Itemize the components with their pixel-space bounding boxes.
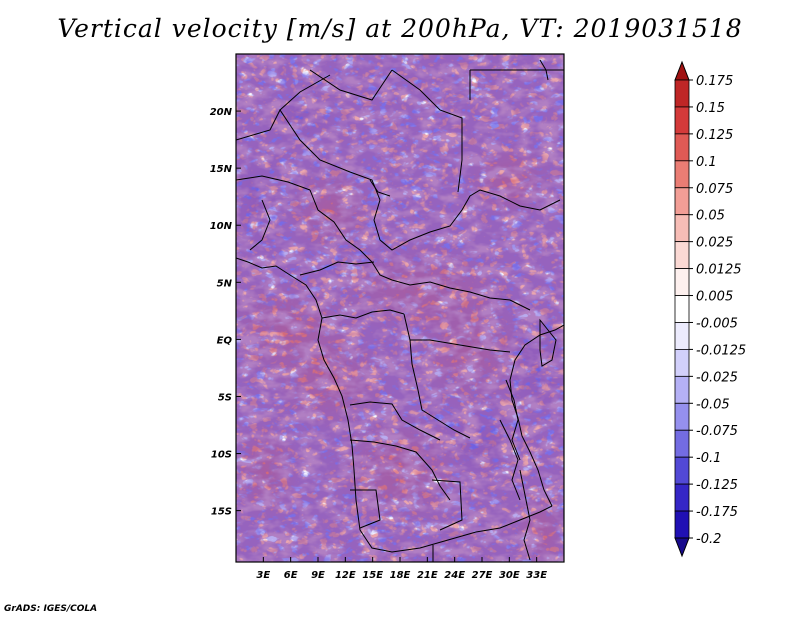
colorbar-bin-10 bbox=[674, 322, 690, 350]
x-tick-label-3E: 3E bbox=[256, 570, 270, 581]
colorbar-bin-4 bbox=[674, 160, 690, 189]
colorbar-bin-8 bbox=[674, 268, 690, 296]
colorbar-bin-16 bbox=[674, 483, 690, 512]
y-tick-label-10S: 10S bbox=[211, 450, 232, 461]
y-tick-label-10N: 10N bbox=[210, 221, 233, 232]
y-axis: 20N 15N 10N 5N EQ 5S 10S 15S bbox=[210, 107, 241, 518]
colorbar-bin-13 bbox=[674, 402, 690, 431]
colorbar-label: 0.05 bbox=[696, 209, 725, 224]
chart-title: Vertical velocity [m/s] at 200hPa, VT: 2… bbox=[57, 14, 743, 43]
y-tick-label-20N: 20N bbox=[210, 107, 233, 118]
colorbar-bin-15 bbox=[674, 456, 690, 485]
colorbar-label: 0.125 bbox=[696, 128, 733, 143]
colorbar-top-triangle bbox=[674, 60, 690, 81]
colorbar-label: -0.05 bbox=[696, 397, 730, 412]
x-tick-label-21E: 21E bbox=[417, 570, 438, 581]
colorbar-bin-14 bbox=[674, 429, 690, 458]
colorbar: 0.175 0.15 0.125 0.1 0.075 0.05 0.025 0.0125 0.0… bbox=[674, 60, 746, 558]
y-tick-label-15N: 15N bbox=[210, 164, 233, 175]
colorbar-bin-12 bbox=[674, 375, 690, 404]
y-tick-label-5S: 5S bbox=[218, 392, 232, 403]
x-tick-label-27E: 27E bbox=[472, 570, 493, 581]
x-tick-label-12E: 12E bbox=[335, 570, 356, 581]
colorbar-label: 0.025 bbox=[696, 236, 733, 251]
colorbar-label: 0.075 bbox=[696, 182, 733, 197]
colorbar-bin-7 bbox=[674, 241, 690, 269]
x-tick-label-30E: 30E bbox=[499, 570, 520, 581]
colorbar-bin-11 bbox=[674, 349, 690, 377]
x-tick-label-9E: 9E bbox=[311, 570, 325, 581]
colorbar-bin-6 bbox=[674, 214, 690, 243]
colorbar-label: -0.0125 bbox=[696, 343, 746, 358]
colorbar-bin-17 bbox=[674, 510, 690, 539]
colorbar-label: -0.1 bbox=[696, 451, 721, 466]
colorbar-bin-3 bbox=[674, 133, 690, 162]
velocity-field bbox=[236, 54, 564, 562]
x-tick-label-24E: 24E bbox=[444, 570, 465, 581]
grads-credit: GrADS: IGES/COLA bbox=[4, 604, 98, 614]
colorbar-label: -0.075 bbox=[696, 424, 738, 439]
colorbar-bin-5 bbox=[674, 187, 690, 216]
colorbar-label: 0.005 bbox=[696, 290, 733, 305]
colorbar-label: -0.005 bbox=[696, 316, 738, 331]
y-tick-label-5N: 5N bbox=[217, 278, 233, 289]
colorbar-bottom-triangle bbox=[674, 537, 690, 558]
colorbar-label: 0.1 bbox=[696, 155, 717, 170]
x-tick-label-33E: 33E bbox=[526, 570, 547, 581]
colorbar-label: -0.025 bbox=[696, 370, 738, 385]
colorbar-label: -0.175 bbox=[696, 505, 738, 520]
colorbar-label: 0.0125 bbox=[696, 263, 742, 278]
colorbar-bin-2 bbox=[674, 106, 690, 135]
colorbar-label: -0.2 bbox=[696, 532, 721, 547]
colorbar-bin-9 bbox=[674, 295, 690, 323]
country-borders bbox=[236, 59, 564, 562]
colorbar-label: -0.125 bbox=[696, 478, 738, 493]
x-tick-label-6E: 6E bbox=[284, 570, 298, 581]
y-tick-label-EQ: EQ bbox=[217, 335, 233, 346]
y-tick-label-15S: 15S bbox=[211, 507, 232, 518]
x-tick-label-18E: 18E bbox=[390, 570, 411, 581]
colorbar-label: 0.15 bbox=[696, 101, 725, 116]
colorbar-bin-1 bbox=[674, 79, 690, 108]
colorbar-label: 0.175 bbox=[696, 74, 733, 89]
x-axis: 3E 6E 9E 12E 15E 18E 21E 24E 27E 30E 33E bbox=[256, 557, 547, 581]
x-tick-label-15E: 15E bbox=[362, 570, 383, 581]
